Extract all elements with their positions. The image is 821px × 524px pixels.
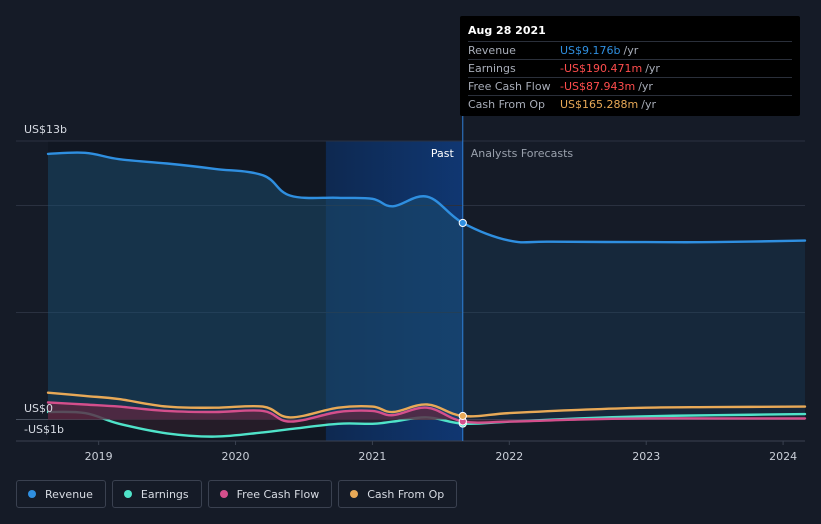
earnings-line (46, 410, 807, 438)
y-label-bottom: -US$1b (24, 423, 64, 436)
free-cash-flow-area-past (48, 402, 463, 422)
x-tick-label: 2020 (222, 450, 250, 463)
legend-item-cash-from-op[interactable]: Cash From Op (338, 480, 458, 508)
legend-label: Cash From Op (367, 487, 445, 501)
revenue-area-forecast (462, 222, 805, 420)
legend-dot (219, 490, 228, 498)
tooltip-label: Revenue (468, 44, 516, 57)
x-tick-label: 2024 (769, 450, 797, 463)
tooltip-label: Cash From Op (468, 98, 546, 111)
x-tick-label: 2019 (85, 450, 113, 463)
legend: Revenue Earnings Free Cash Flow Cash Fro… (16, 480, 458, 508)
cash-from-op-line (46, 391, 807, 419)
x-tick-label: 2023 (632, 450, 660, 463)
tooltip: Aug 28 2021 Revenue US$9.176b /yr Earnin… (460, 16, 800, 116)
tooltip-label: Free Cash Flow (468, 80, 551, 93)
free-cash-flow-line (46, 401, 807, 424)
tooltip-row-earnings: Earnings -US$190.471m /yr (468, 59, 792, 77)
legend-label: Revenue (45, 487, 93, 501)
y-label-zero: US$0 (24, 402, 53, 415)
tooltip-value: -US$190.471m (560, 62, 643, 75)
legend-dot (350, 490, 359, 498)
forecast-label: Analysts Forecasts (471, 147, 574, 160)
legend-dot (28, 490, 36, 498)
y-label-top: US$13b (24, 123, 67, 136)
revenue-area-past (48, 152, 463, 420)
tooltip-value: US$165.288m (560, 98, 639, 111)
tooltip-date: Aug 28 2021 (468, 24, 546, 37)
legend-item-earnings[interactable]: Earnings (111, 480, 202, 508)
tooltip-unit: /yr (641, 98, 656, 111)
legend-label: Earnings (140, 487, 189, 501)
tooltip-unit: /yr (623, 44, 639, 57)
x-tick-label: 2021 (358, 450, 386, 463)
revenue-line (46, 151, 807, 244)
tooltip-value: -US$87.943m (560, 80, 636, 93)
tooltip-unit: /yr (638, 80, 653, 93)
legend-dot (123, 490, 132, 498)
tooltip-label: Earnings (468, 62, 516, 75)
legend-item-free-cash-flow[interactable]: Free Cash Flow (207, 480, 333, 508)
tooltip-row-revenue: Revenue US$9.176b /yr (468, 41, 792, 59)
revenue-marker (458, 218, 467, 228)
x-tick-label: 2022 (495, 450, 523, 463)
tooltip-unit: /yr (645, 62, 660, 75)
chart-canvas: US$13b US$0 -US$1b Past Analysts Forecasts 20… (16, 16, 807, 463)
tooltip-value: US$9.176b (560, 44, 621, 57)
legend-item-revenue[interactable]: Revenue (16, 480, 106, 508)
cash-from-op-marker (458, 411, 467, 421)
past-label: Past (431, 147, 455, 160)
legend-label: Free Cash Flow (236, 487, 320, 501)
tooltip-row-free-cash-flow: Free Cash Flow -US$87.943m /yr (468, 77, 792, 95)
tooltip-row-cash-from-op: Cash From Op US$165.288m /yr (468, 95, 792, 113)
